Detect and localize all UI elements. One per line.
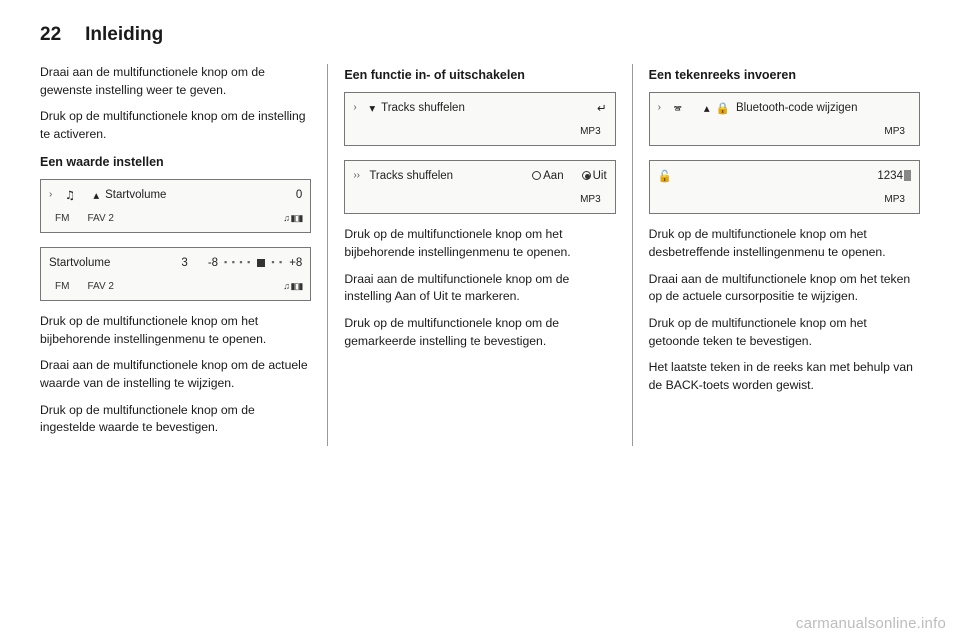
lcd-display: 🔓 1234 MP3 [649,160,920,214]
aux-label: MP3 [580,193,601,208]
chapter-title: Inleiding [85,24,163,46]
cursor-icon [904,170,911,181]
chevron-icon: › [353,101,363,116]
subheading: Een waarde instellen [40,153,311,171]
aux-label: MP3 [580,125,601,140]
subheading: Een tekenreeks invoeren [649,66,920,84]
body-text: Draai aan de multifunctionele knop om de… [344,271,615,306]
slider-right: +8 [289,255,302,272]
up-icon: ▴ [704,100,710,117]
display-label: Startvolume [105,187,166,204]
display-label: Tracks shuffelen [369,168,453,185]
page-header: 22 Inleiding [40,24,920,46]
chevron-double-icon: ›› [353,169,363,184]
lcd-display: Startvolume 3 -8 ▪ ▪ ▪ ▪ ▪ ▪ +8 FM FAV 2… [40,247,311,301]
body-text: Druk op de multifunctionele knop om de i… [40,108,311,143]
column-divider [327,64,328,446]
aux-label: MP3 [884,193,905,208]
radio-off-icon [532,171,541,180]
display-fav: FAV 2 [87,212,114,227]
bluetooth-icon: 🕿 [674,100,682,117]
body-text: Draai aan de multifunctionele knop om he… [649,271,920,306]
body-text: Druk op de multifunctionele knop om het … [344,226,615,261]
slider-dots: ▪ ▪ [271,256,283,269]
display-band: FM [55,212,69,227]
chevron-icon: › [658,101,668,116]
slider-dots: ▪ ▪ ▪ ▪ [224,256,251,269]
body-text: Druk op de multifunctionele knop om de g… [344,315,615,350]
watermark: carmanualsonline.info [796,615,946,632]
unlock-icon: 🔓 [658,168,672,185]
body-text: Draai aan de multifunctionele knop om de… [40,64,311,99]
note-icon: ♫ [65,187,75,204]
column-1: Draai aan de multifunctionele knop om de… [40,64,325,446]
body-text: Draai aan de multifunctionele knop om de… [40,357,311,392]
body-text: Het laatste teken in de reeks kan met be… [649,359,920,394]
down-icon: ▾ [369,100,375,117]
subheading: Een functie in- of uitschakelen [344,66,615,84]
body-text: Druk op de multifunctionele knop om het … [649,315,920,350]
code-value: 1234 [877,168,911,185]
radio-on-icon [582,171,591,180]
signal-icon: ♫ ▮▯▮ [283,212,302,225]
body-text: Druk op de multifunctionele knop om de i… [40,402,311,437]
display-band: FM [55,280,69,295]
column-divider [632,64,633,446]
body-text: Druk op de multifunctionele knop om het … [649,226,920,261]
aux-label: MP3 [884,125,905,140]
display-label: Tracks shuffelen [381,100,465,117]
lcd-display: › 🕿 ▴ 🔒 Bluetooth-code wijzigen MP3 [649,92,920,146]
display-mid-value: 3 [181,255,187,272]
column-3: Een tekenreeks invoeren › 🕿 ▴ 🔒 Bluetoot… [635,64,920,446]
display-fav: FAV 2 [87,280,114,295]
signal-icon: ♫ ▮▯▮ [283,280,302,293]
display-label: Startvolume [49,255,110,272]
up-icon: ▴ [93,187,99,204]
lcd-display: ›› Tracks shuffelen Aan Uit MP3 [344,160,615,214]
radio-option: Aan [532,168,563,185]
lcd-display: › ▾ Tracks shuffelen ↵ MP3 [344,92,615,146]
slider-handle [257,259,265,267]
chevron-icon: › [49,188,59,203]
display-label: Bluetooth-code wijzigen [736,100,857,117]
display-value: 0 [296,187,302,204]
page-number: 22 [40,24,61,46]
lock-icon: 🔒 [716,100,730,117]
body-text: Druk op de multifunctionele knop om het … [40,313,311,348]
return-icon: ↵ [597,100,607,117]
slider-left: -8 [208,255,218,272]
lcd-display: › ♫ ▴ Startvolume 0 FM FAV 2 ♫ ▮▯▮ [40,179,311,233]
column-2: Een functie in- of uitschakelen › ▾ Trac… [330,64,629,446]
radio-option: Uit [582,168,607,185]
